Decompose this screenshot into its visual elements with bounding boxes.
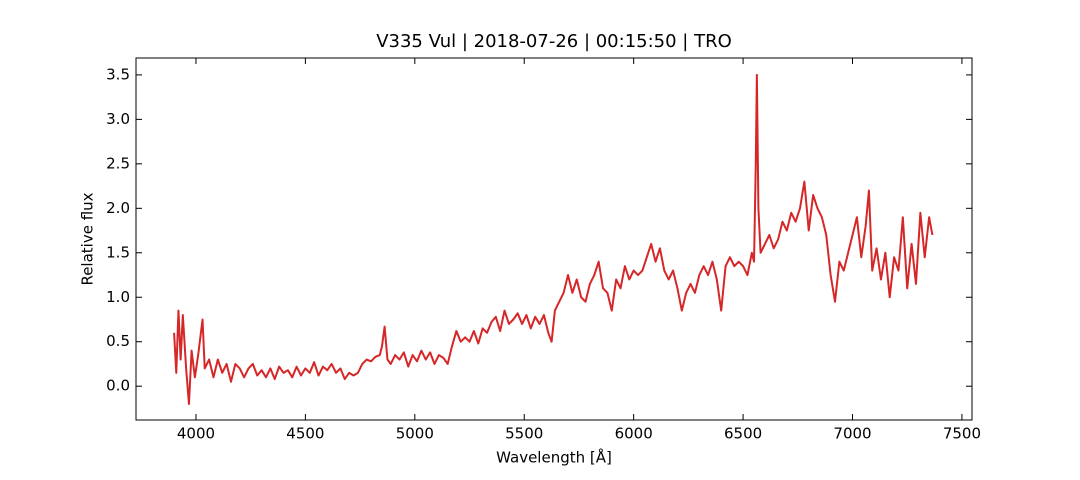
chart-title: V335 Vul | 2018-07-26 | 00:15:50 | TRO [376, 31, 732, 52]
x-tick-label: 4500 [286, 425, 324, 443]
y-tick-label: 1.5 [106, 243, 130, 261]
spectrum-line [173, 73, 934, 405]
x-tick-label: 4000 [177, 425, 215, 443]
x-tick-label: 6000 [615, 425, 653, 443]
y-tick-label: 2.0 [106, 199, 130, 217]
x-tick-label: 7000 [833, 425, 871, 443]
y-tick-label: 0.5 [106, 332, 130, 350]
y-tick-label: 2.5 [106, 154, 130, 172]
y-tick-label: 3.0 [106, 110, 130, 128]
y-tick-label: 0.0 [106, 377, 130, 395]
x-axis-label: Wavelength [Å] [496, 448, 612, 467]
x-tick-label: 6500 [724, 425, 762, 443]
y-tick-label: 3.5 [106, 65, 130, 83]
plot-frame [135, 57, 973, 421]
y-tick-label: 1.0 [106, 288, 130, 306]
x-tick-label: 5500 [505, 425, 543, 443]
x-tick-label: 5000 [396, 425, 434, 443]
x-tick-label: 7500 [943, 425, 981, 443]
y-axis-label: Relative flux [79, 192, 97, 285]
